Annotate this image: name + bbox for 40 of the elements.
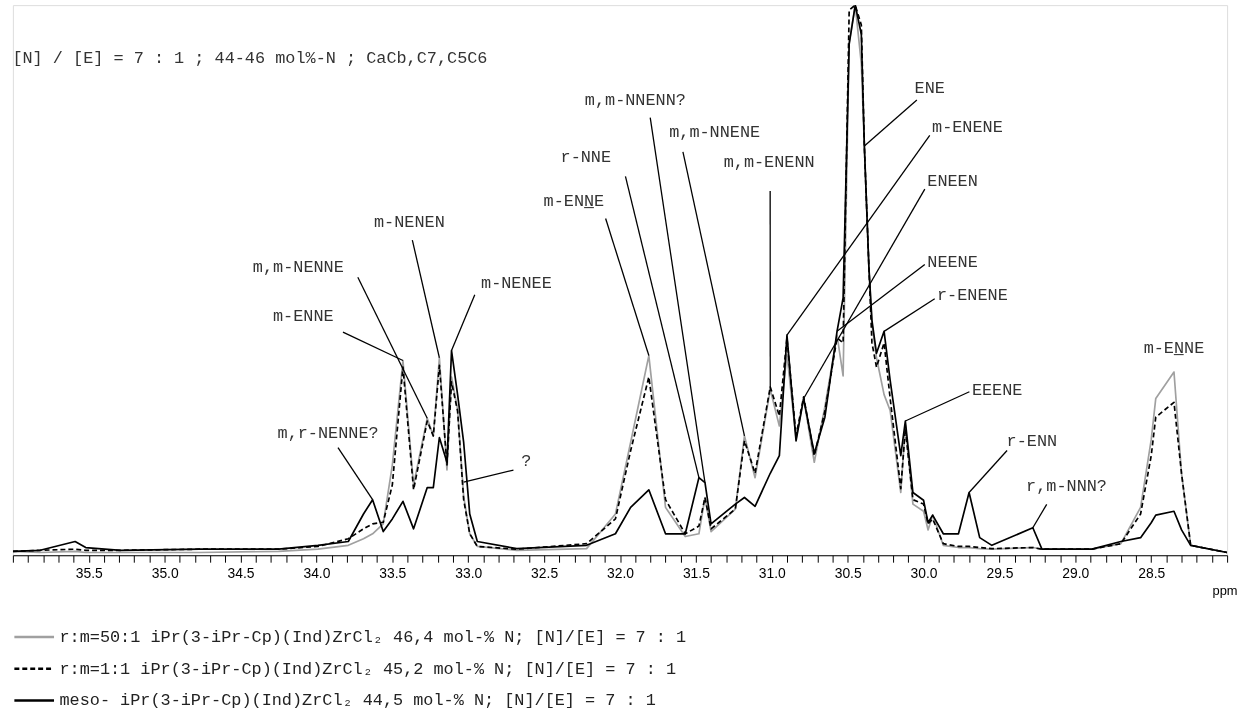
x-tick-label: 30.0 bbox=[910, 564, 938, 581]
x-tick-label: 29.0 bbox=[1062, 564, 1090, 581]
annotation: m,m-NENNE bbox=[252, 258, 344, 278]
annotation: ? bbox=[521, 452, 532, 472]
annotation: m-ENENE bbox=[932, 118, 1003, 138]
x-tick-label: 32.0 bbox=[607, 564, 635, 581]
x-tick-label: 33.5 bbox=[379, 564, 407, 581]
annotation: ENEEN bbox=[927, 172, 978, 192]
x-tick-label: 35.5 bbox=[75, 564, 104, 581]
x-tick-label: 31.0 bbox=[758, 564, 787, 581]
x-tick-label: 34.5 bbox=[227, 564, 255, 581]
x-tick-label: 34.0 bbox=[303, 564, 331, 581]
annotation: m,m-ENENN bbox=[723, 152, 815, 172]
annotation: m-ENN̲E bbox=[543, 191, 605, 211]
annotation: m-EN̲NE bbox=[1143, 338, 1205, 358]
annotation: m-NENEE bbox=[481, 274, 552, 294]
legend-label: r:m=1:1 iPr(3-iPr-Cp)(Ind)ZrCl₂ 45,2 mol-% N; [N]/[E] = 7 : 1 bbox=[59, 659, 677, 679]
annotation: EEENE bbox=[971, 380, 1023, 400]
annotation: m-ENNE bbox=[272, 307, 334, 327]
annotation: ENE bbox=[914, 79, 945, 99]
annotation: r-NNE bbox=[560, 147, 612, 167]
x-tick-label: 30.5 bbox=[834, 564, 862, 581]
annotation: m,m-NNENN? bbox=[584, 91, 686, 111]
annotation: r-ENN bbox=[1006, 431, 1058, 451]
annotation: m,r-NENNE? bbox=[277, 423, 379, 443]
annotation: m-NENEN bbox=[373, 213, 445, 233]
x-tick-label: 28.5 bbox=[1138, 564, 1166, 581]
x-tick-label: 32.5 bbox=[531, 564, 559, 581]
text: [N] / [E] = 7 : 1 ; 44-46 mol%-N ; CaCb,C7,C5C6 bbox=[12, 48, 488, 68]
x-tick-label: 29.5 bbox=[986, 564, 1014, 581]
x-tick-label: 33.0 bbox=[455, 564, 483, 581]
x-tick-label: 35.0 bbox=[151, 564, 179, 581]
annotation: NEENE bbox=[927, 252, 978, 272]
x-axis-title: ppm bbox=[1212, 583, 1238, 599]
annotation: r,m-NNN? bbox=[1026, 476, 1107, 496]
annotation: r-ENENE bbox=[936, 285, 1008, 305]
legend-label: meso- iPr(3-iPr-Cp)(Ind)ZrCl₂ 44,5 mol-% N; [N]/[E] = 7 : 1 bbox=[59, 691, 656, 711]
legend-label: r:m=50:1 iPr(3-iPr-Cp)(Ind)ZrCl₂ 46,4 mol-% N; [N]/[E] = 7 : 1 bbox=[59, 627, 687, 647]
x-tick-label: 31.5 bbox=[682, 564, 711, 581]
annotation: m,m-NNENE bbox=[669, 123, 761, 143]
